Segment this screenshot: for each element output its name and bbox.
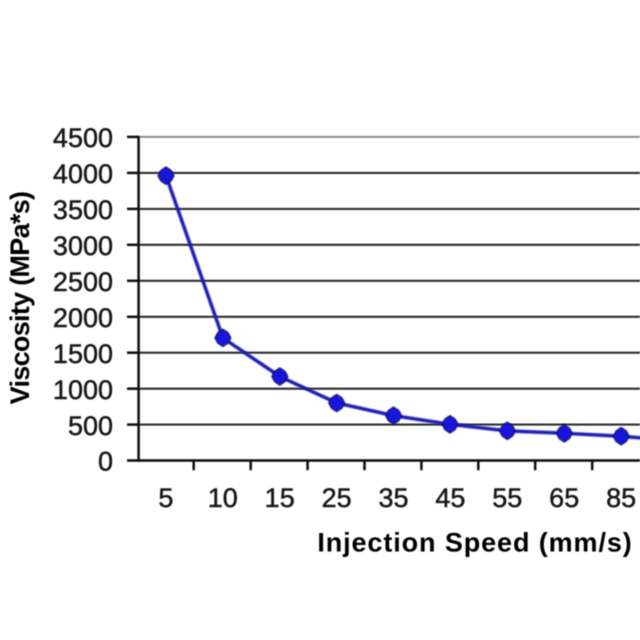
svg-text:0: 0 (98, 447, 113, 477)
svg-text:3500: 3500 (53, 195, 113, 225)
svg-text:65: 65 (549, 483, 579, 513)
svg-text:25: 25 (322, 483, 352, 513)
svg-text:500: 500 (68, 411, 113, 441)
svg-text:4000: 4000 (53, 159, 113, 189)
svg-text:Viscosity (MPa*s): Viscosity (MPa*s) (5, 192, 35, 405)
svg-text:2500: 2500 (53, 267, 113, 297)
svg-text:85: 85 (606, 483, 636, 513)
svg-text:45: 45 (435, 483, 465, 513)
svg-text:1500: 1500 (53, 339, 113, 369)
svg-text:2000: 2000 (53, 303, 113, 333)
svg-text:10: 10 (208, 483, 238, 513)
svg-text:35: 35 (378, 483, 408, 513)
svg-text:4500: 4500 (53, 123, 113, 153)
svg-text:15: 15 (265, 483, 295, 513)
svg-text:5: 5 (158, 483, 173, 513)
svg-text:Injection Speed (mm/s): Injection Speed (mm/s) (317, 528, 632, 558)
svg-text:3000: 3000 (53, 231, 113, 261)
svg-text:1000: 1000 (53, 375, 113, 405)
svg-text:55: 55 (492, 483, 522, 513)
